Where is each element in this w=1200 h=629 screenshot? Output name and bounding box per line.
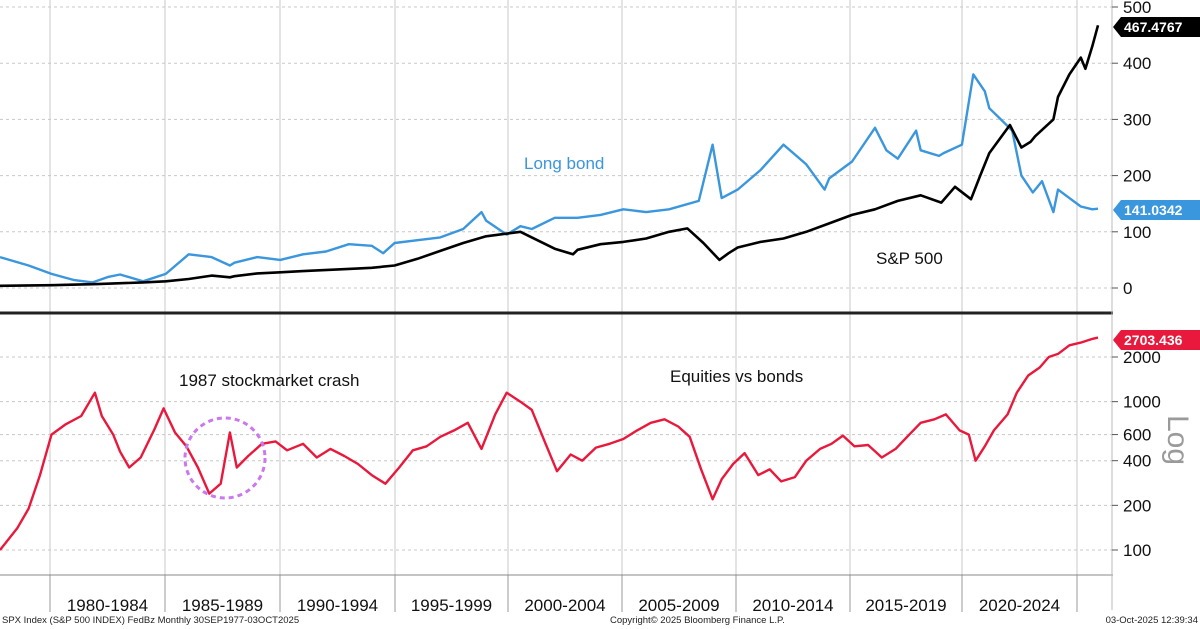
period-label-0: 1980-1984 <box>67 596 148 615</box>
sp500-value-badge: 467.4767 <box>1113 17 1200 37</box>
top-tick-label-4: 400 <box>1123 54 1151 73</box>
gridlines <box>0 0 1112 612</box>
period-label-6: 2010-2014 <box>752 596 833 615</box>
sp500-label: S&P 500 <box>876 249 943 268</box>
period-label-7: 2015-2019 <box>865 596 946 615</box>
period-label-3: 1995-1999 <box>411 596 492 615</box>
top-tick-label-0: 0 <box>1123 279 1132 298</box>
long-bond-label: Long bond <box>524 154 604 173</box>
log-scale-label: Log <box>1161 415 1194 465</box>
period-label-8: 2020-2024 <box>979 596 1060 615</box>
footer-source: SPX Index (S&P 500 INDEX) FedBz Monthly … <box>2 615 299 626</box>
top-tick-label-3: 300 <box>1123 110 1151 129</box>
bottom-tick-label-0: 100 <box>1123 541 1151 560</box>
x-axis-period-labels: 1980-1984 1985-1989 1990-1994 1995-1999 2000… <box>67 596 1060 615</box>
crash-highlight-circle <box>183 416 267 500</box>
footer-copyright: Copyright© 2025 Bloomberg Finance L.P. <box>610 615 785 626</box>
long-bond-last-value: 141.0342 <box>1124 202 1183 218</box>
period-label-2: 1990-1994 <box>297 596 378 615</box>
crash-annotation: 1987 stockmarket crash <box>179 371 359 390</box>
series-lines <box>0 24 1100 551</box>
bottom-y-axis: 100 200 400 600 1000 2000 <box>1112 348 1161 560</box>
period-label-1: 1985-1989 <box>182 596 263 615</box>
footer-timestamp: 03-Oct-2025 12:39:34 <box>1106 615 1198 626</box>
ratio-last-value: 2703.436 <box>1124 332 1183 348</box>
ratio-value-badge: 2703.436 <box>1113 330 1200 350</box>
long-bond-value-badge: 141.0342 <box>1113 200 1200 220</box>
bottom-tick-label-4: 1000 <box>1123 393 1161 412</box>
equities-vs-bonds-line <box>0 336 1099 551</box>
bottom-tick-label-2: 400 <box>1123 452 1151 471</box>
top-tick-label-500: 500 <box>1123 0 1151 17</box>
bottom-tick-label-5: 2000 <box>1123 348 1161 367</box>
long-bond-line <box>0 73 1099 284</box>
period-label-4: 2000-2004 <box>524 596 605 615</box>
bottom-tick-label-1: 200 <box>1123 496 1151 515</box>
top-tick-label-2: 200 <box>1123 167 1151 186</box>
sp500-line <box>0 24 1100 288</box>
top-tick-label-1: 100 <box>1123 223 1151 242</box>
period-label-5: 2005-2009 <box>638 596 719 615</box>
bottom-tick-label-3: 600 <box>1123 426 1151 445</box>
equities-vs-bonds-label: Equities vs bonds <box>670 367 803 386</box>
sp500-last-value: 467.4767 <box>1124 19 1183 35</box>
top-y-axis: 500 0 100 200 300 400 <box>1112 0 1151 298</box>
